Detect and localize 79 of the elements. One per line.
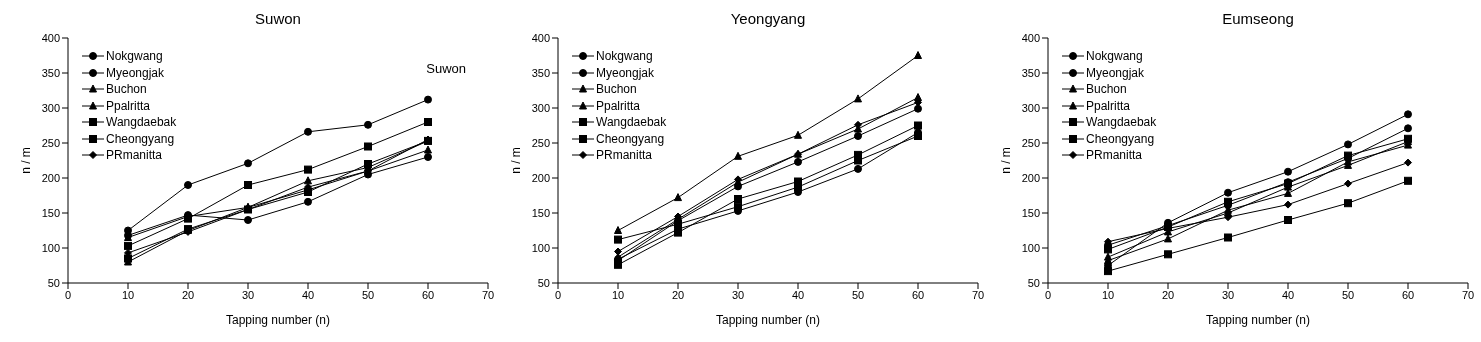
x-tick-label: 0 xyxy=(64,288,72,301)
legend-label: Wangdaebak xyxy=(106,114,177,131)
legend-label: Ppalritta xyxy=(106,97,151,114)
y-tick-label: 200 xyxy=(531,171,550,184)
legend-label: Ppalritta xyxy=(596,97,641,114)
x-tick-label: 10 xyxy=(611,288,625,301)
y-tick-label: 50 xyxy=(1027,276,1040,289)
y-tick-label: 250 xyxy=(1021,136,1040,149)
legend-label: Nokgwang xyxy=(1086,48,1143,65)
chart-title: Yeongyang xyxy=(729,10,807,27)
legend-label: Buchon xyxy=(106,81,147,98)
x-tick-label: 20 xyxy=(1161,288,1175,301)
legend-label: Myeongjak xyxy=(596,64,655,81)
y-tick-label: 300 xyxy=(41,101,60,114)
y-tick-label: 300 xyxy=(1021,101,1040,114)
x-tick-label: 10 xyxy=(121,288,135,301)
legend-label: Nokgwang xyxy=(596,48,653,65)
legend-label: Myeongjak xyxy=(1086,64,1145,81)
x-tick-label: 0 xyxy=(1044,288,1052,301)
y-axis-title: n / m xyxy=(19,147,34,174)
x-tick-label: 50 xyxy=(1341,288,1355,301)
y-tick-label: 350 xyxy=(531,66,550,79)
x-axis-title: Tapping number (n) xyxy=(715,313,821,327)
y-tick-label: 100 xyxy=(1021,241,1040,254)
chart-title: Suwon xyxy=(254,10,302,27)
y-tick-label: 50 xyxy=(537,276,550,289)
y-tick-label: 250 xyxy=(531,136,550,149)
y-tick-label: 200 xyxy=(1021,171,1040,184)
x-tick-label: 70 xyxy=(481,288,495,301)
legend-label: Cheongyang xyxy=(596,130,665,147)
x-tick-label: 30 xyxy=(731,288,745,301)
legend-label: Nokgwang xyxy=(106,48,163,65)
y-tick-label: 400 xyxy=(41,31,60,44)
y-tick-label: 300 xyxy=(531,101,550,114)
x-tick-label: 60 xyxy=(911,288,925,301)
x-tick-label: 60 xyxy=(1401,288,1415,301)
x-tick-label: 0 xyxy=(554,288,562,301)
chart-title: Eumseong xyxy=(1221,10,1295,27)
x-tick-label: 40 xyxy=(301,288,315,301)
y-tick-label: 400 xyxy=(1021,31,1040,44)
y-tick-label: 150 xyxy=(41,206,60,219)
x-tick-label: 30 xyxy=(1221,288,1235,301)
legend-label: PRmanitta xyxy=(1086,147,1143,164)
x-tick-label: 70 xyxy=(1461,288,1475,301)
y-tick-label: 150 xyxy=(1021,206,1040,219)
y-tick-label: 50 xyxy=(47,276,60,289)
legend-label: Cheongyang xyxy=(106,130,175,147)
x-tick-label: 50 xyxy=(361,288,375,301)
y-tick-label: 250 xyxy=(41,136,60,149)
x-tick-label: 60 xyxy=(421,288,435,301)
annotation: Suwon xyxy=(426,61,466,76)
x-tick-label: 30 xyxy=(241,288,255,301)
x-axis-title: Tapping number (n) xyxy=(1205,313,1311,327)
legend-label: PRmanitta xyxy=(106,147,163,164)
y-tick-label: 350 xyxy=(1021,66,1040,79)
legend-label: Buchon xyxy=(1086,81,1127,98)
legend-label: Buchon xyxy=(596,81,637,98)
x-tick-label: 50 xyxy=(851,288,865,301)
y-axis-title: n / m xyxy=(999,147,1014,174)
y-tick-label: 150 xyxy=(531,206,550,219)
legend-label: PRmanitta xyxy=(596,147,653,164)
y-tick-label: 400 xyxy=(531,31,550,44)
legend-label: Myeongjak xyxy=(106,64,165,81)
x-tick-label: 40 xyxy=(1281,288,1295,301)
y-tick-label: 350 xyxy=(41,66,60,79)
x-axis-title: Tapping number (n) xyxy=(225,313,331,327)
y-axis-title: n / m xyxy=(509,147,524,174)
x-tick-label: 20 xyxy=(181,288,195,301)
y-tick-label: 200 xyxy=(41,171,60,184)
x-tick-label: 10 xyxy=(1101,288,1115,301)
legend-label: Ppalritta xyxy=(1086,97,1131,114)
legend-label: Wangdaebak xyxy=(596,114,667,131)
x-tick-label: 40 xyxy=(791,288,805,301)
x-tick-label: 20 xyxy=(671,288,685,301)
legend-label: Wangdaebak xyxy=(1086,114,1157,131)
x-tick-label: 70 xyxy=(971,288,985,301)
y-tick-label: 100 xyxy=(41,241,60,254)
y-tick-label: 100 xyxy=(531,241,550,254)
legend-label: Cheongyang xyxy=(1086,130,1155,147)
